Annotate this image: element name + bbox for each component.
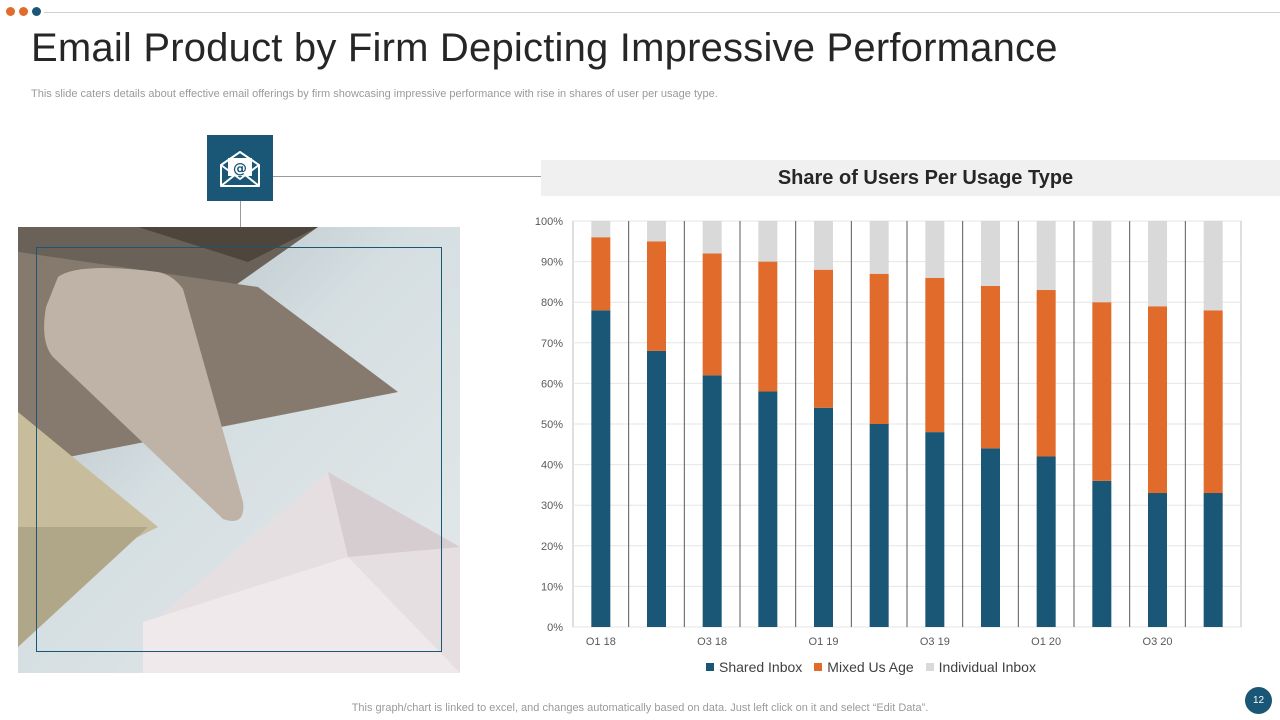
- bar-segment: [814, 269, 833, 408]
- bar-segment: [702, 375, 722, 627]
- page-number: 12: [1245, 687, 1272, 714]
- bar-segment: [1203, 310, 1223, 494]
- y-tick-label: 80%: [541, 297, 563, 309]
- bar-segment: [702, 253, 722, 376]
- y-tick-label: 20%: [541, 541, 563, 553]
- bar-segment: [1203, 493, 1223, 627]
- x-tick-label: Q1 19: [809, 636, 839, 645]
- bar-segment: [647, 241, 666, 351]
- legend-swatch: [925, 663, 934, 671]
- bar-segment: [1148, 493, 1167, 627]
- bar-segment: [1092, 221, 1112, 303]
- y-tick-label: 10%: [541, 581, 563, 593]
- bar-segment: [814, 221, 833, 270]
- orange-dot: [6, 7, 15, 16]
- legend-swatch: [706, 663, 714, 671]
- bar-segment: [925, 221, 945, 278]
- bar-segment: [1092, 302, 1112, 481]
- legend-item-individual-inbox: Individual Inbox: [925, 659, 1036, 675]
- bar-segment: [758, 261, 778, 392]
- bar-segment: [1148, 221, 1167, 307]
- envelopes-photo: [18, 227, 460, 673]
- bar-segment: [647, 350, 666, 627]
- x-tick-label: Q3 18: [697, 636, 727, 645]
- page-subtitle: This slide caters details about effectiv…: [31, 88, 718, 100]
- bar-segment: [1036, 456, 1056, 627]
- connector-line: [240, 201, 241, 227]
- email-icon-box: @: [207, 135, 273, 201]
- bar-segment: [981, 448, 1000, 627]
- y-tick-label: 90%: [541, 257, 563, 269]
- bar-segment: [981, 285, 1000, 449]
- y-tick-label: 0%: [547, 622, 563, 634]
- y-tick-label: 100%: [535, 216, 563, 228]
- bar-segment: [925, 277, 945, 433]
- footer-note: This graph/chart is linked to excel, and…: [351, 702, 929, 714]
- y-tick-label: 50%: [541, 419, 563, 431]
- bar-segment: [1148, 306, 1167, 494]
- chart-title: Share of Users Per Usage Type: [777, 166, 1074, 189]
- x-tick-label: Q3 19: [920, 636, 950, 645]
- bar-segment: [981, 221, 1000, 286]
- legend-label: Individual Inbox: [938, 659, 1036, 675]
- legend-item-shared-inbox: Shared Inbox: [706, 659, 802, 675]
- bar-segment: [869, 221, 889, 274]
- bar-segment: [591, 237, 611, 311]
- orange-dot: [19, 7, 28, 16]
- bar-segment: [1092, 480, 1112, 627]
- blue-dot: [32, 7, 41, 16]
- y-tick-label: 70%: [541, 338, 563, 350]
- svg-text:@: @: [233, 161, 247, 177]
- bar-segment: [869, 424, 889, 627]
- legend-swatch: [814, 663, 823, 671]
- bar-segment: [1036, 221, 1056, 291]
- bar-segment: [702, 221, 722, 254]
- top-divider: [44, 12, 1280, 13]
- y-tick-label: 60%: [541, 378, 563, 390]
- email-at-icon: @: [220, 151, 260, 187]
- legend-item-mixed-usage: Mixed Us Age: [814, 659, 914, 675]
- page-title: Email Product by Firm Depicting Impressi…: [31, 26, 1058, 70]
- legend-label: Mixed Us Age: [827, 659, 914, 675]
- bar-segment: [1203, 221, 1223, 311]
- bar-segment: [758, 391, 778, 627]
- photo-frame: [36, 247, 442, 652]
- x-tick-label: Q1 18: [586, 636, 616, 645]
- legend-label: Shared Inbox: [719, 659, 803, 675]
- bar-segment: [758, 221, 778, 262]
- stacked-bar-chart: 0% 10% 20% 30% 40% 50% 60% 70% 80% 90% 100% Q1 18 Q3…: [535, 216, 1242, 645]
- chart-title-bar: Share of Users Per Usage Type: [541, 160, 1280, 196]
- connector-line: [273, 176, 541, 177]
- y-tick-label: 30%: [541, 500, 563, 512]
- slide-decoration-dots: [6, 7, 41, 16]
- bar-segment: [591, 310, 611, 627]
- bar-segment: [925, 432, 945, 627]
- bar-segment: [647, 221, 666, 242]
- bar-segment: [1036, 290, 1056, 457]
- bar-segment: [591, 221, 611, 238]
- y-tick-label: 40%: [541, 460, 563, 472]
- x-tick-label: Q1 20: [1031, 636, 1061, 645]
- chart-legend: Shared Inbox Mixed Us Age Individual Inb…: [706, 659, 1036, 675]
- bar-segment: [814, 407, 833, 627]
- x-tick-label: Q3 20: [1143, 636, 1173, 645]
- bar-segment: [869, 273, 889, 424]
